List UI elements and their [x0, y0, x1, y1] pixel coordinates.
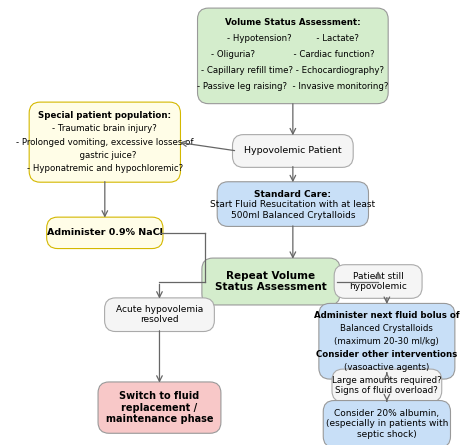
Text: Patient still
hypovolemic: Patient still hypovolemic	[349, 272, 407, 291]
Text: Volume Status Assessment:: Volume Status Assessment:	[225, 18, 361, 27]
FancyBboxPatch shape	[319, 303, 455, 379]
FancyBboxPatch shape	[202, 258, 340, 305]
Text: Start Fluid Resucitation with at least: Start Fluid Resucitation with at least	[210, 200, 375, 209]
Text: Consider 20% albumin,
(especially in patients with
septic shock): Consider 20% albumin, (especially in pat…	[326, 409, 448, 439]
Text: Administer next fluid bolus of: Administer next fluid bolus of	[314, 311, 460, 320]
Text: - Oliguria?              - Cardiac function?: - Oliguria? - Cardiac function?	[211, 50, 374, 59]
FancyBboxPatch shape	[105, 298, 214, 332]
Text: Special patient population:: Special patient population:	[38, 111, 171, 120]
Text: Switch to fluid
replacement /
maintenance phase: Switch to fluid replacement / maintenanc…	[106, 391, 213, 424]
Text: Repeat Volume
Status Assessment: Repeat Volume Status Assessment	[215, 271, 327, 292]
FancyBboxPatch shape	[198, 8, 388, 103]
Text: (vasoactive agents): (vasoactive agents)	[344, 363, 429, 372]
Text: - Traumatic brain injury?: - Traumatic brain injury?	[53, 124, 157, 133]
FancyBboxPatch shape	[46, 217, 163, 249]
Text: Hypovolemic Patient: Hypovolemic Patient	[244, 146, 342, 155]
Text: Consider other interventions: Consider other interventions	[316, 350, 457, 359]
FancyBboxPatch shape	[323, 401, 450, 448]
Text: Administer 0.9% NaCl: Administer 0.9% NaCl	[47, 228, 163, 237]
FancyBboxPatch shape	[334, 265, 422, 298]
Text: Acute hypovolemia
resolved: Acute hypovolemia resolved	[116, 305, 203, 324]
Text: - Passive leg raising?  - Invasive monitoring?: - Passive leg raising? - Invasive monito…	[197, 82, 389, 91]
FancyBboxPatch shape	[332, 369, 442, 402]
Text: gastric juice?: gastric juice?	[73, 151, 136, 160]
Text: (maximum 20-30 ml/kg): (maximum 20-30 ml/kg)	[335, 337, 439, 346]
FancyBboxPatch shape	[29, 102, 181, 182]
Text: 500ml Balanced Crytalloids: 500ml Balanced Crytalloids	[231, 211, 355, 220]
Text: - Prolonged vomiting, excessive losses of: - Prolonged vomiting, excessive losses o…	[16, 138, 193, 146]
Text: - Hypotension?         - Lactate?: - Hypotension? - Lactate?	[227, 34, 359, 43]
Text: Balanced Crystalloids: Balanced Crystalloids	[340, 324, 433, 333]
FancyBboxPatch shape	[98, 382, 221, 433]
FancyBboxPatch shape	[233, 135, 353, 168]
Text: Standard Care:: Standard Care:	[255, 190, 331, 198]
Text: Large amounts required?
Signs of fluid overload?: Large amounts required? Signs of fluid o…	[332, 376, 442, 395]
FancyBboxPatch shape	[217, 182, 368, 226]
Text: - Hyponatremic and hypochloremic?: - Hyponatremic and hypochloremic?	[27, 164, 183, 173]
Text: - Capillary refill time? - Echocardiography?: - Capillary refill time? - Echocardiogra…	[201, 66, 384, 75]
